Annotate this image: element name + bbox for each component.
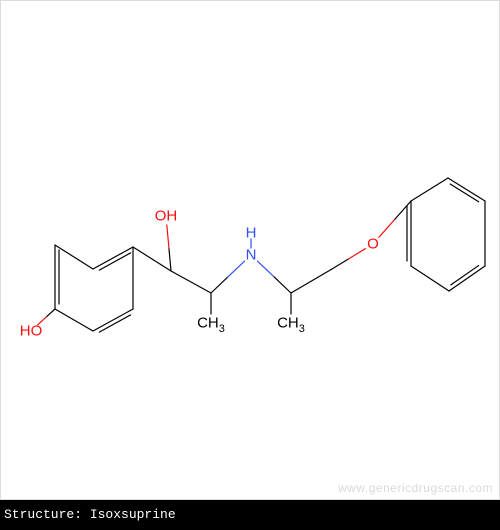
- watermark-text: www.genericdrugscan.com: [338, 481, 493, 495]
- atom-label-HO_para: HO: [20, 323, 43, 340]
- footer-prefix: Structure:: [4, 507, 90, 522]
- atom-label-CH3_a: CH3: [197, 315, 225, 336]
- atom-label-N_amine: N: [246, 247, 257, 264]
- atom-label-H_amine: H: [246, 225, 257, 242]
- structure-canvas: O NH OH HO CH3 CH3 www.genericdrugscan.com: [0, 0, 500, 500]
- molecule-svg: O NH OH HO CH3 CH3: [1, 1, 499, 499]
- atom-label-O_ether: O: [367, 236, 379, 253]
- compound-name: Isoxsuprine: [90, 507, 176, 522]
- atom-label-CH3_b: CH3: [277, 315, 305, 336]
- atom-label-OH_top: OH: [155, 208, 178, 225]
- footer-bar: Structure: Isoxsuprine: [0, 500, 500, 530]
